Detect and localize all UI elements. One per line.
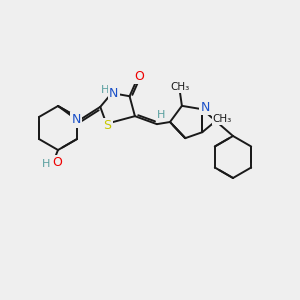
Text: S: S <box>103 119 111 132</box>
Text: O: O <box>52 157 62 169</box>
Text: H: H <box>101 85 109 95</box>
Text: N: N <box>201 101 210 114</box>
Text: N: N <box>109 87 119 100</box>
Text: H: H <box>157 110 165 120</box>
Text: CH₃: CH₃ <box>213 114 232 124</box>
Text: N: N <box>72 113 81 126</box>
Text: H: H <box>42 159 50 169</box>
Text: O: O <box>135 70 145 83</box>
Text: CH₃: CH₃ <box>170 82 190 92</box>
